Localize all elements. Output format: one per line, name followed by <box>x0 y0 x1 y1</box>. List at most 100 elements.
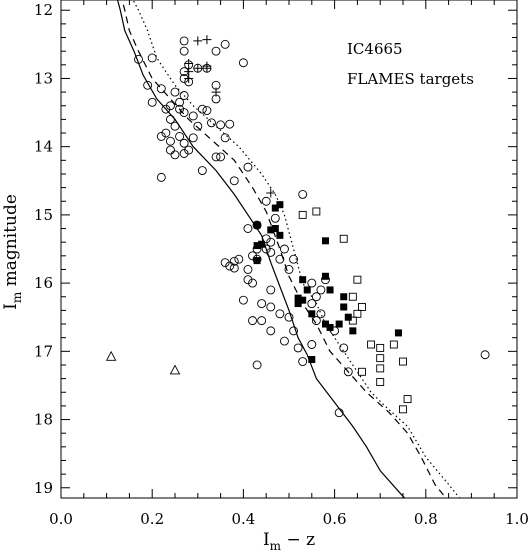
open-circle-point <box>175 131 185 141</box>
open-circle-point <box>229 256 239 266</box>
open-circle-point <box>289 254 299 264</box>
open-circle-point <box>266 302 276 312</box>
open-circle-point <box>293 343 303 353</box>
y-axis-label-main: I <box>1 303 21 310</box>
open-circle-point <box>480 350 490 360</box>
filled-square-point <box>303 286 311 294</box>
x-axis-label: Im − z <box>263 530 315 553</box>
open-circle-point <box>311 316 321 326</box>
open-circle-point <box>266 247 276 257</box>
open-circle-point <box>188 111 198 121</box>
filled-square-point <box>271 225 279 233</box>
open-circle-point <box>257 299 267 309</box>
open-triangle-point <box>169 364 181 375</box>
filled-square-point <box>321 272 329 280</box>
y-tick-label: 18 <box>34 411 53 429</box>
open-circle-point <box>243 162 253 172</box>
open-circle-point <box>216 120 226 130</box>
open-circle-point <box>179 138 189 148</box>
open-circle-point <box>243 275 253 285</box>
open-circle-point <box>275 309 285 319</box>
open-square-point <box>298 210 307 219</box>
plus-point <box>193 63 203 73</box>
open-circle-point <box>238 295 248 305</box>
open-circle-point <box>143 80 153 90</box>
open-circle-point <box>202 106 212 115</box>
x-axis-label-sub: m <box>270 539 282 553</box>
open-circle-point <box>257 316 267 326</box>
y-tick-label: 17 <box>34 342 53 360</box>
open-square-point <box>353 309 362 318</box>
open-circle-point <box>261 244 271 254</box>
plus-point <box>184 73 194 83</box>
open-circle-point <box>179 91 189 100</box>
open-circle-point <box>252 360 262 370</box>
filled-square-point <box>349 327 357 335</box>
open-circle-point <box>156 172 166 182</box>
open-circle-point <box>339 343 349 353</box>
x-tick-label: 0.0 <box>49 510 73 528</box>
open-square-point <box>376 364 385 373</box>
filled-square-point <box>344 313 352 321</box>
open-circle-point <box>307 278 317 288</box>
filled-square-point <box>321 237 329 245</box>
y-tick-label: 16 <box>34 274 53 292</box>
open-circle-point <box>184 145 194 155</box>
open-circle-point <box>298 189 308 199</box>
filled-square-point <box>267 226 275 234</box>
open-square-point <box>376 354 385 363</box>
filled-square-point <box>271 204 279 212</box>
filled-square-point <box>326 323 334 331</box>
filled-square-point <box>253 221 261 229</box>
y-axis-label-rest: magnitude <box>1 194 21 292</box>
y-tick-label: 19 <box>34 479 53 497</box>
tick-labels: 0.0 0.2 0.4 0.6 0.8 1.0 12 13 14 15 16 17 18 19 <box>34 1 529 528</box>
filled-square-point <box>258 240 266 248</box>
y-axis-label-sub: m <box>10 291 24 303</box>
open-circle-point <box>175 97 185 107</box>
open-circle-point <box>147 53 157 63</box>
open-circle-point <box>211 152 221 162</box>
open-circle-point <box>289 326 299 336</box>
open-circle-point <box>270 213 280 223</box>
open-circle-point <box>248 316 257 326</box>
filled-square-point <box>308 310 316 318</box>
y-axis-label: Im magnitude <box>1 194 24 310</box>
open-circle-point <box>170 121 180 131</box>
open-circle-point <box>307 340 317 349</box>
filled-square-point <box>321 320 329 328</box>
open-square-point <box>376 343 385 352</box>
plus-point <box>202 35 212 45</box>
annotation-targets: FLAMES targets <box>347 70 474 88</box>
open-circle-point <box>266 326 276 336</box>
open-circle-point <box>284 265 294 274</box>
open-circle-point <box>248 278 257 288</box>
open-circle-point <box>188 133 198 143</box>
open-circle-point <box>170 87 180 97</box>
filled-square-point <box>299 276 307 284</box>
open-circle-point <box>266 285 276 295</box>
open-circle-point <box>238 58 248 68</box>
x-tick-label: 0.8 <box>414 510 438 528</box>
open-circle-point <box>343 367 353 377</box>
open-circle-point <box>161 128 171 138</box>
open-circle-point <box>179 108 189 118</box>
open-circle-point <box>334 408 344 418</box>
x-tick-label: 0.2 <box>140 510 164 528</box>
filled-square-point <box>294 294 302 302</box>
x-tick-label: 0.6 <box>323 510 347 528</box>
open-square-point <box>367 340 376 349</box>
open-square-point <box>376 378 385 386</box>
open-circle-point <box>179 149 189 158</box>
open-square-point <box>348 316 357 325</box>
open-square-point <box>389 340 398 349</box>
open-circle-point <box>261 196 271 206</box>
y-tick-label: 15 <box>34 206 53 224</box>
x-axis-label-rest: − z <box>281 530 315 550</box>
open-circle-point <box>229 176 239 186</box>
filled-square-point <box>276 201 284 209</box>
open-circle-point <box>161 104 171 114</box>
open-circle-point <box>165 145 175 155</box>
open-circle-point <box>298 357 308 367</box>
open-circle-point <box>170 150 180 160</box>
